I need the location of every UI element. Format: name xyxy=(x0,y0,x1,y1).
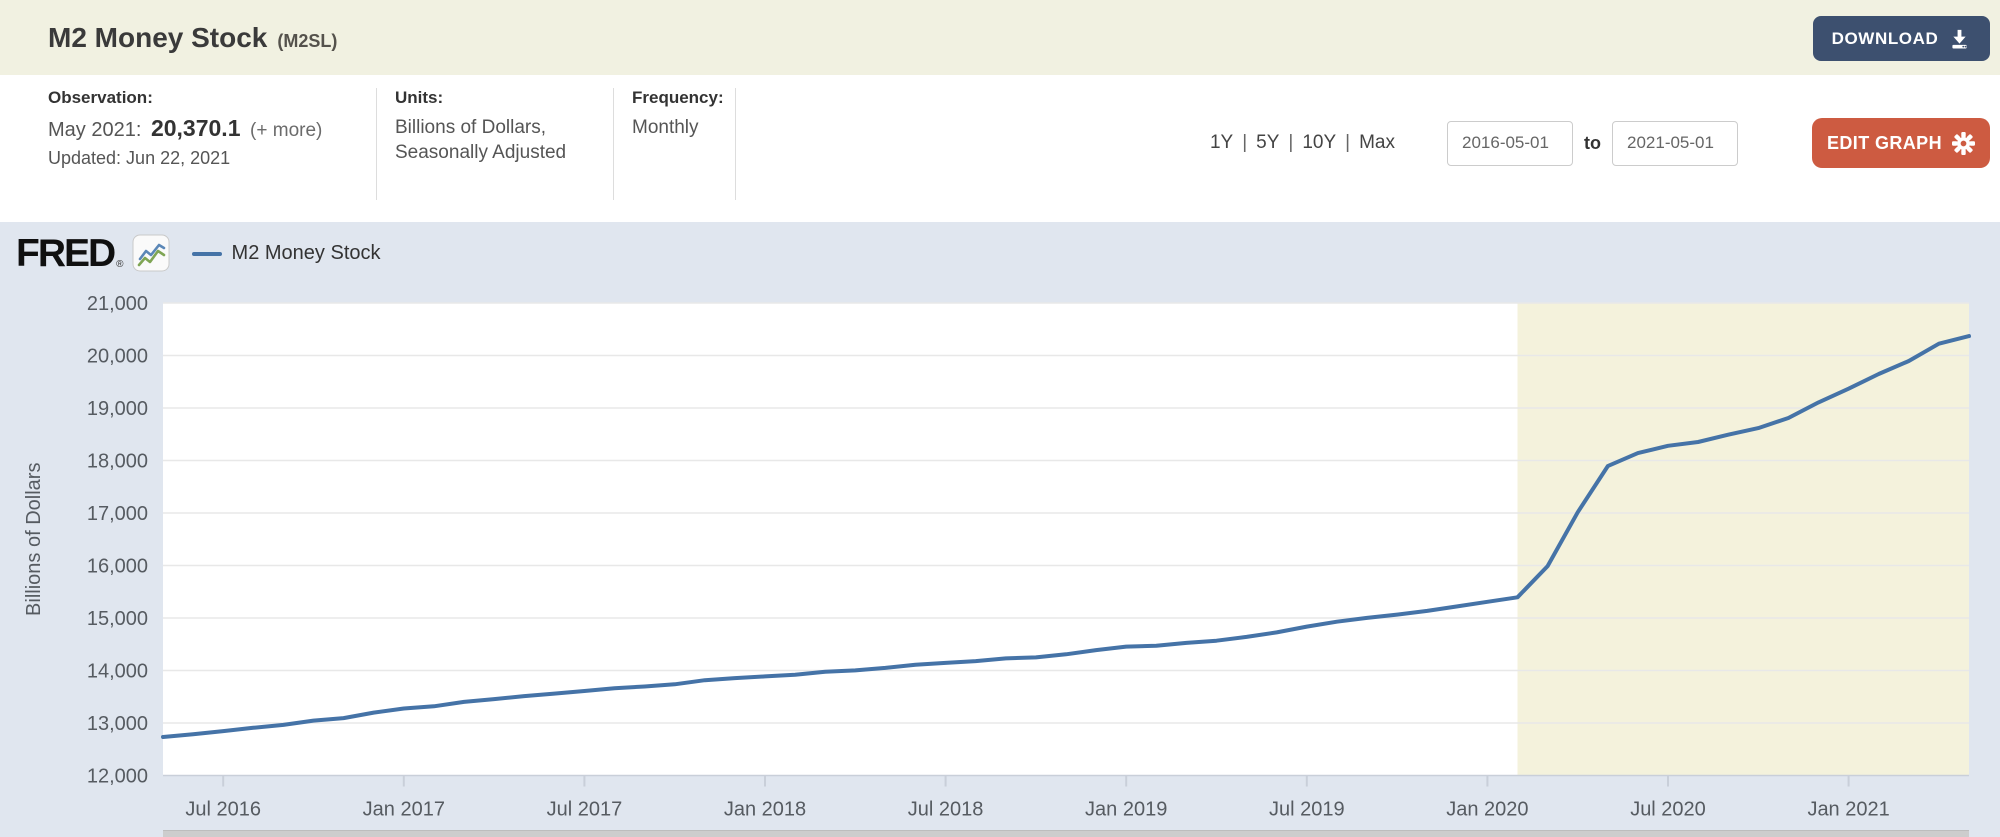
series-line xyxy=(161,334,1971,739)
y-tick-label: 18,000 xyxy=(87,451,148,473)
range-link-5y[interactable]: 5Y xyxy=(1256,132,1280,153)
page-title: M2 Money Stock (M2SL) xyxy=(48,22,337,54)
y-tick-label: 13,000 xyxy=(87,713,148,735)
date-range-slider-track[interactable] xyxy=(163,830,1969,837)
y-tick-label: 14,000 xyxy=(87,661,148,683)
y-tick-label: 19,000 xyxy=(87,398,148,420)
download-button[interactable]: DOWNLOAD xyxy=(1813,16,1990,61)
units-block: Units: Billions of Dollars, Seasonally A… xyxy=(395,88,566,165)
y-tick-label: 21,000 xyxy=(87,293,148,315)
download-button-label: DOWNLOAD xyxy=(1831,28,1939,48)
observation-line: May 2021: 20,370.1 (+ more) xyxy=(48,115,322,142)
frequency-block: Frequency: Monthly xyxy=(632,88,724,140)
y-tick-label: 17,000 xyxy=(87,503,148,525)
observation-more-link[interactable]: (+ more) xyxy=(250,120,323,141)
frequency-label: Frequency: xyxy=(632,88,724,107)
x-tick-label: Jul 2016 xyxy=(185,799,261,821)
range-links: 1Y | 5Y | 10Y | Max xyxy=(1210,132,1395,154)
edit-graph-button[interactable]: EDIT GRAPH xyxy=(1812,118,1990,168)
edit-graph-button-label: EDIT GRAPH xyxy=(1826,132,1942,153)
legend-series-label: M2 Money Stock xyxy=(231,242,381,264)
observation-updated: Updated: Jun 22, 2021 xyxy=(48,148,231,168)
observation-label: Observation: xyxy=(48,88,153,107)
page-header: M2 Money Stock (M2SL) DOWNLOAD xyxy=(0,0,2000,75)
y-tick-label: 16,000 xyxy=(87,556,148,578)
x-tick-label: Jan 2019 xyxy=(1085,799,1167,821)
column-divider xyxy=(735,88,736,200)
units-value-line1: Billions of Dollars, xyxy=(395,117,546,138)
chart-section: FRED ® M2 Money Stock 12,000 13,000 14,000… xyxy=(0,222,2000,837)
info-bar: Observation: May 2021: 20,370.1 (+ more)… xyxy=(0,75,2000,222)
range-separator: | xyxy=(1288,132,1294,153)
gear-icon xyxy=(1952,131,1975,155)
graph-controls: 1Y | 5Y | 10Y | Max to EDIT GRAPH xyxy=(1210,118,1990,168)
range-link-max[interactable]: Max xyxy=(1359,132,1395,153)
range-link-1y[interactable]: 1Y xyxy=(1209,132,1234,153)
y-axis-title: Billions of Dollars xyxy=(23,463,45,616)
x-tick-label: Jul 2017 xyxy=(547,799,623,821)
range-separator: | xyxy=(1242,132,1248,153)
range-separator: | xyxy=(1345,132,1351,153)
units-value-line2: Seasonally Adjusted xyxy=(395,142,567,163)
y-tick-label: 20,000 xyxy=(87,346,148,368)
x-tick-label: Jan 2020 xyxy=(1446,799,1528,821)
legend-line-swatch xyxy=(191,251,222,256)
download-icon xyxy=(1952,29,1967,49)
fred-logo-registered-mark: ® xyxy=(116,259,124,270)
date-to-label: to xyxy=(1584,132,1601,153)
x-tick-label: Jul 2018 xyxy=(908,799,984,821)
chart-legend: M2 Money Stock xyxy=(191,242,381,265)
column-divider xyxy=(376,88,377,200)
fred-logo[interactable]: FRED ® xyxy=(16,234,170,273)
x-tick-label: Jan 2017 xyxy=(363,799,445,821)
fred-logo-chart-icon xyxy=(132,234,170,272)
fred-logo-text: FRED xyxy=(16,232,116,275)
series-title: M2 Money Stock xyxy=(48,22,268,53)
observation-date: May 2021: xyxy=(48,119,142,141)
recession-shading-band xyxy=(1517,303,1969,776)
x-tick-label: Jul 2019 xyxy=(1269,799,1345,821)
observation-block: Observation: May 2021: 20,370.1 (+ more)… xyxy=(48,88,322,169)
chart-header: FRED ® M2 Money Stock xyxy=(16,234,381,273)
date-end-input[interactable] xyxy=(1612,120,1738,166)
frequency-value: Monthly xyxy=(632,117,699,138)
units-label: Units: xyxy=(395,88,444,107)
y-tick-label: 12,000 xyxy=(87,766,148,788)
series-id: (M2SL) xyxy=(277,31,338,51)
column-divider xyxy=(613,88,614,200)
x-tick-label: Jan 2018 xyxy=(724,799,806,821)
line-chart[interactable]: 12,000 13,000 14,000 15,000 16,000 17,000 18,0… xyxy=(0,222,2000,837)
date-start-input[interactable] xyxy=(1447,120,1573,166)
x-tick-label: Jul 2020 xyxy=(1630,799,1706,821)
y-tick-label: 15,000 xyxy=(87,608,148,630)
range-link-10y[interactable]: 10Y xyxy=(1302,132,1337,153)
observation-value: 20,370.1 xyxy=(150,115,241,141)
x-tick-label: Jan 2021 xyxy=(1807,799,1889,821)
